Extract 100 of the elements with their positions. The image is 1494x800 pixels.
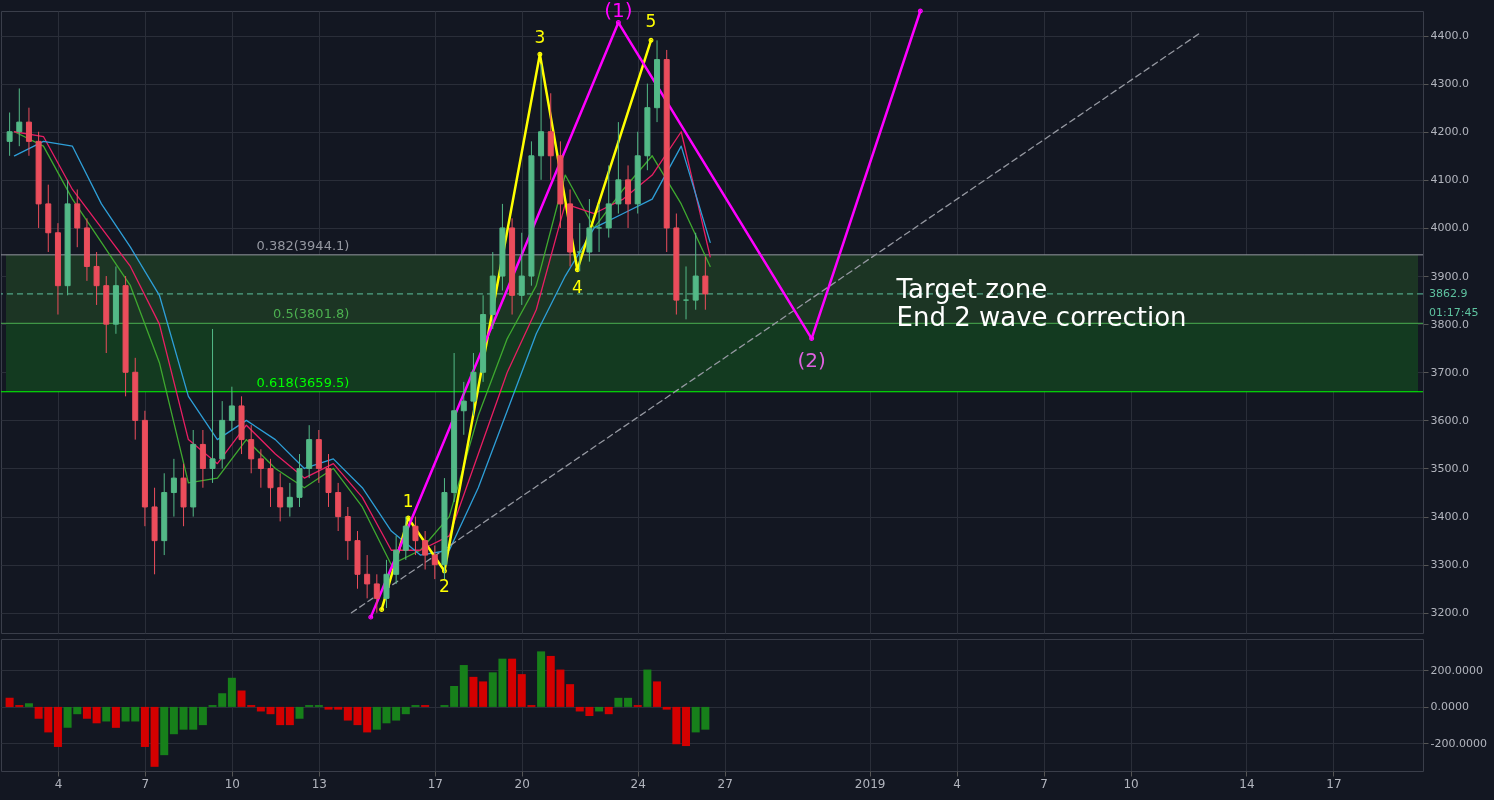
- bar: [295, 706, 304, 719]
- point: [809, 336, 815, 342]
- bar: [150, 706, 159, 767]
- bar: [198, 706, 207, 726]
- candlestick: [683, 265, 690, 320]
- x-tick-label: 7: [1040, 776, 1048, 791]
- ref-line-label: 0.382(3944.1): [256, 237, 350, 253]
- annotation: 4: [571, 276, 583, 297]
- bar: [111, 706, 120, 728]
- y-tick-label: 4400.0: [1430, 29, 1469, 43]
- x-tick-label: 13: [311, 776, 327, 791]
- y-tick-label: 3800.0: [1430, 317, 1469, 331]
- x-tick-label: 14: [1239, 776, 1255, 791]
- y-tick-label: 3600.0: [1430, 413, 1469, 427]
- y-tick-label: 3400.0: [1430, 510, 1469, 524]
- candlestick: [93, 251, 100, 306]
- y-tick-label: 4000.0: [1430, 221, 1469, 235]
- candlestick: [460, 381, 467, 436]
- bar: [604, 706, 613, 715]
- candlestick: [702, 256, 709, 311]
- x-tick-label: 20: [514, 776, 530, 791]
- x-tick-label: 4: [953, 776, 961, 791]
- annotation: (2): [797, 347, 826, 372]
- bar: [392, 706, 401, 721]
- x-tick-label: 17: [427, 776, 443, 791]
- annotation: 5: [645, 11, 657, 32]
- point: [537, 51, 543, 57]
- y-tick-label: -200.0000: [1430, 736, 1487, 750]
- y-tick-label: 3300.0: [1430, 558, 1469, 572]
- bar: [92, 706, 101, 724]
- point: [648, 37, 654, 43]
- point: [574, 267, 580, 273]
- bar: [459, 665, 468, 707]
- bar: [624, 697, 633, 707]
- candlestick: [596, 203, 603, 253]
- candlestick: [16, 87, 23, 147]
- x-tick-label: 2019: [854, 776, 886, 791]
- annotation: (1): [604, 0, 633, 22]
- point: [368, 614, 374, 620]
- annotation: 1: [402, 491, 414, 512]
- candlestick: [267, 458, 274, 508]
- text: 01:17:45: [1429, 305, 1479, 319]
- point: [379, 606, 385, 612]
- y-tick-label: 4100.0: [1430, 173, 1469, 187]
- candlestick: [6, 112, 13, 157]
- candlestick: [431, 544, 438, 580]
- ref-line-label: 0.618(3659.5): [256, 374, 350, 390]
- candlestick: [286, 482, 293, 518]
- candlestick: [412, 516, 419, 556]
- bar: [450, 685, 459, 707]
- bar: [285, 706, 294, 726]
- candlestick: [576, 222, 583, 272]
- bar: [469, 676, 478, 707]
- annotation: 2: [439, 575, 450, 596]
- bar: [566, 684, 575, 707]
- y-tick-label: 0.0000: [1430, 700, 1469, 714]
- candlestick: [422, 530, 429, 570]
- candlestick: [277, 472, 284, 522]
- bar: [401, 706, 410, 715]
- candlestick: [364, 554, 371, 599]
- annotation: Target zone: [895, 274, 1048, 305]
- bar: [160, 706, 169, 756]
- bar: [24, 703, 33, 707]
- x-tick-label: 17: [1326, 776, 1342, 791]
- ref-line-label: 0.5(3801.8): [273, 306, 350, 322]
- bar: [82, 706, 91, 719]
- bar: [140, 706, 149, 747]
- bar: [363, 706, 372, 733]
- candlestick: [25, 107, 32, 157]
- candlestick: [518, 232, 525, 306]
- bar: [169, 706, 178, 735]
- y-tick-label: 3500.0: [1430, 461, 1469, 475]
- y-tick-label: 200.0000: [1430, 664, 1483, 677]
- point: [405, 515, 411, 521]
- bar: [479, 681, 488, 707]
- x-tick-label: 7: [141, 776, 150, 791]
- bar: [537, 651, 546, 707]
- ref-line-label: 3862.9: [1429, 286, 1468, 300]
- y-tick-label: 3700.0: [1430, 365, 1469, 379]
- annotation: 3: [534, 27, 546, 48]
- x-tick-label: 27: [717, 776, 733, 791]
- point: [917, 8, 923, 14]
- bar: [682, 706, 691, 747]
- y-tick-label: 3200.0: [1430, 606, 1469, 620]
- x-tick-label: 10: [224, 776, 241, 791]
- bar: [102, 706, 111, 722]
- bar: [508, 658, 517, 707]
- y-tick-label: 4300.0: [1430, 77, 1469, 91]
- candlestick: [209, 328, 216, 484]
- y-tick-label: 4200.0: [1430, 125, 1469, 139]
- bar: [53, 706, 62, 747]
- candlestick: [248, 424, 255, 474]
- y-tick-label: 3900.0: [1430, 269, 1469, 283]
- bar: [227, 677, 236, 707]
- candlestick: [228, 386, 235, 431]
- bar: [653, 681, 662, 707]
- x-tick-label: 10: [1123, 776, 1139, 791]
- candlestick: [257, 448, 264, 489]
- candlestick: [170, 458, 177, 518]
- x-tick-label: 4: [54, 776, 63, 791]
